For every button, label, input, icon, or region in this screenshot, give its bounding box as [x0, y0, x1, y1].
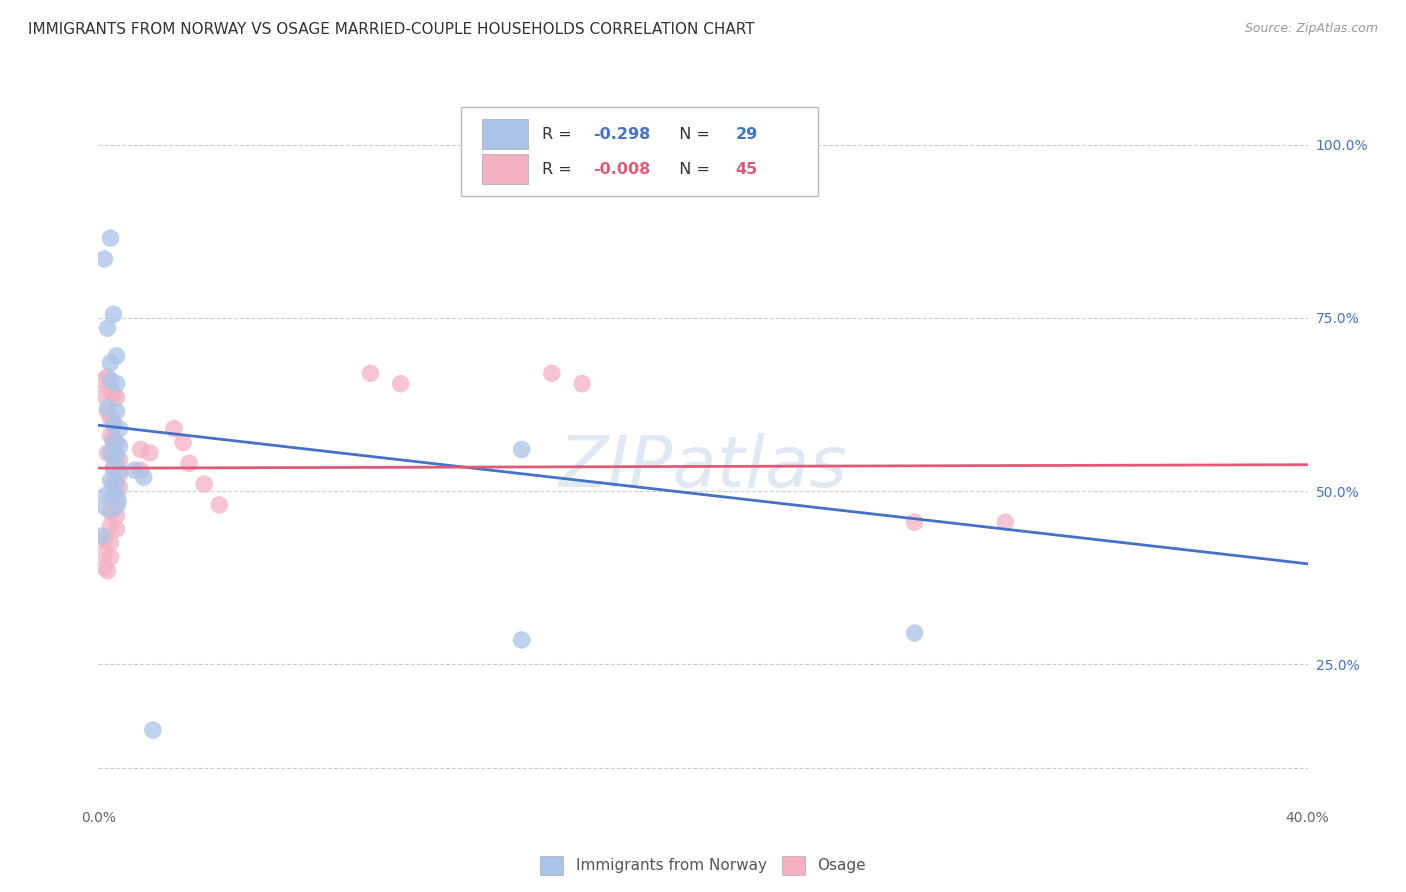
- Point: [96, 369, 118, 384]
- Text: N =: N =: [669, 127, 716, 142]
- Point: [96, 401, 118, 415]
- Point: [105, 391, 128, 405]
- Text: IMMIGRANTS FROM NORWAY VS OSAGE MARRIED-COUPLE HOUSEHOLDS CORRELATION CHART: IMMIGRANTS FROM NORWAY VS OSAGE MARRIED-…: [28, 22, 755, 37]
- FancyBboxPatch shape: [482, 154, 527, 184]
- Point: [103, 487, 125, 501]
- Point: [389, 376, 412, 391]
- Point: [124, 463, 146, 477]
- Point: [100, 474, 122, 488]
- Point: [93, 252, 115, 266]
- Point: [103, 415, 125, 429]
- Text: -0.298: -0.298: [593, 127, 650, 142]
- Point: [108, 453, 131, 467]
- Point: [100, 549, 122, 564]
- Point: [100, 231, 122, 245]
- Point: [108, 481, 131, 495]
- Point: [105, 435, 128, 450]
- Point: [96, 321, 118, 335]
- FancyBboxPatch shape: [482, 120, 527, 149]
- Point: [108, 422, 131, 436]
- Point: [179, 456, 201, 470]
- Point: [108, 463, 131, 477]
- Point: [129, 463, 152, 477]
- Point: [904, 515, 927, 529]
- Point: [100, 518, 122, 533]
- Point: [510, 632, 533, 647]
- Point: [142, 723, 165, 737]
- Point: [93, 546, 115, 560]
- Point: [132, 470, 155, 484]
- Point: [360, 366, 382, 380]
- Point: [540, 366, 562, 380]
- Point: [103, 435, 125, 450]
- Point: [129, 442, 152, 457]
- Point: [103, 450, 125, 464]
- Point: [100, 428, 122, 442]
- Text: 45: 45: [735, 161, 758, 177]
- Point: [108, 439, 131, 453]
- Point: [90, 529, 112, 543]
- Point: [105, 349, 128, 363]
- Legend: Immigrants from Norway, Osage: Immigrants from Norway, Osage: [534, 850, 872, 880]
- Point: [100, 505, 122, 519]
- Point: [108, 467, 131, 481]
- Point: [90, 387, 112, 401]
- Text: 29: 29: [735, 127, 758, 142]
- Point: [93, 560, 115, 574]
- Point: [193, 477, 215, 491]
- Point: [105, 494, 128, 508]
- Point: [904, 626, 927, 640]
- Point: [96, 404, 118, 418]
- Point: [100, 494, 122, 508]
- Point: [100, 411, 122, 425]
- Point: [163, 422, 186, 436]
- Text: R =: R =: [543, 127, 576, 142]
- Point: [103, 307, 125, 321]
- Point: [103, 459, 125, 474]
- Point: [510, 442, 533, 457]
- Point: [103, 432, 125, 446]
- Point: [172, 435, 194, 450]
- Point: [571, 376, 593, 391]
- Point: [105, 404, 128, 418]
- Point: [103, 463, 125, 477]
- Point: [100, 356, 122, 370]
- Point: [103, 477, 125, 491]
- Point: [96, 446, 118, 460]
- Point: [105, 477, 128, 491]
- Point: [105, 508, 128, 523]
- Text: R =: R =: [543, 161, 576, 177]
- Point: [93, 533, 115, 547]
- Point: [100, 446, 122, 460]
- Point: [100, 384, 122, 398]
- Point: [100, 536, 122, 550]
- Point: [994, 515, 1017, 529]
- Point: [208, 498, 231, 512]
- Point: [105, 450, 128, 464]
- Text: ZIPatlas: ZIPatlas: [558, 433, 848, 502]
- Point: [103, 418, 125, 433]
- Point: [100, 491, 122, 505]
- FancyBboxPatch shape: [461, 107, 818, 196]
- Text: -0.008: -0.008: [593, 161, 650, 177]
- Point: [96, 564, 118, 578]
- Point: [103, 387, 125, 401]
- Point: [105, 522, 128, 536]
- Point: [139, 446, 162, 460]
- Text: Source: ZipAtlas.com: Source: ZipAtlas.com: [1244, 22, 1378, 36]
- Point: [93, 373, 115, 387]
- Text: N =: N =: [669, 161, 716, 177]
- Point: [105, 376, 128, 391]
- Point: [100, 373, 122, 387]
